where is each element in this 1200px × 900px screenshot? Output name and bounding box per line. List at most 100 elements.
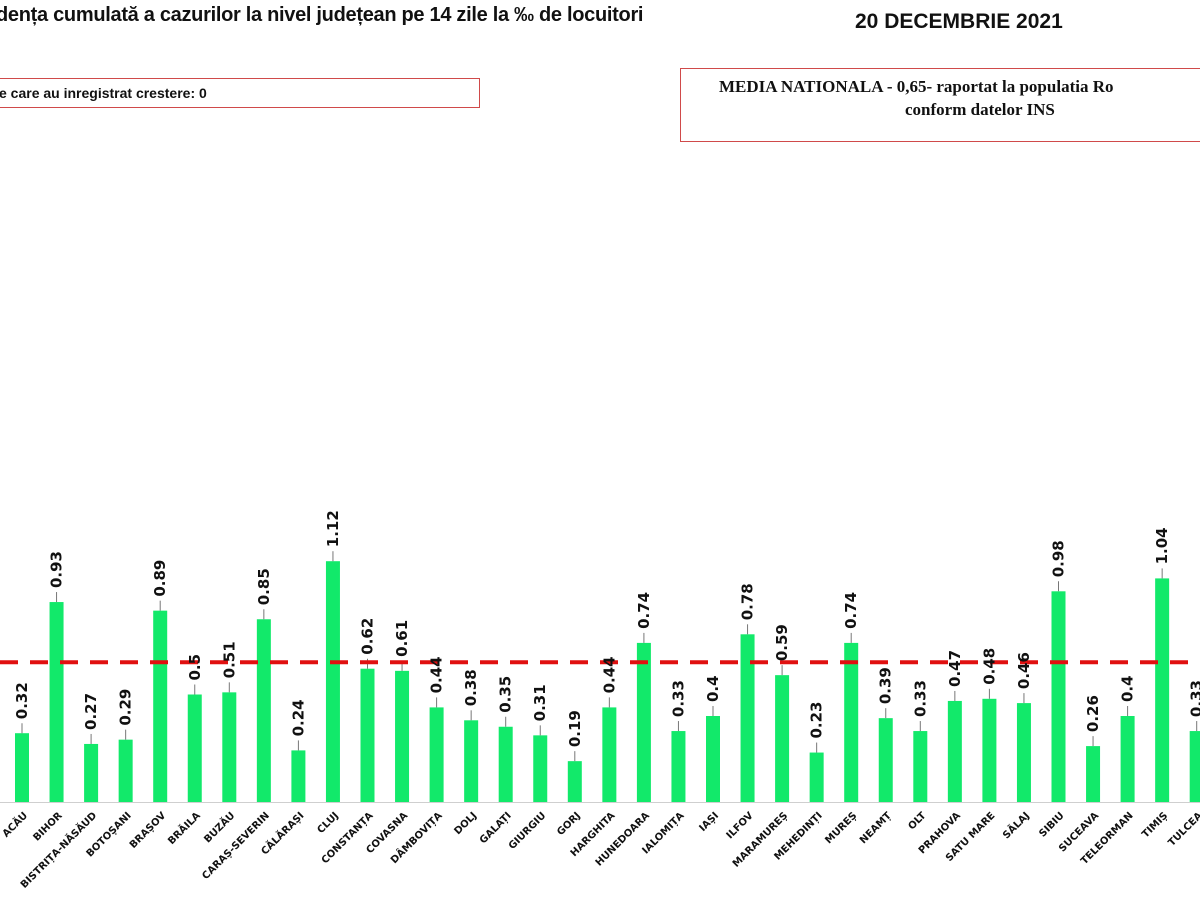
bar-bistrița-năsăud — [84, 743, 99, 802]
value-label: 0.33 — [911, 680, 929, 717]
category-labels-group: ACĂU BIHORBISTRIȚA-NĂSĂUDBOTOȘANIBRAȘOVBR… — [0, 809, 1200, 891]
value-label: 0.44 — [600, 656, 618, 693]
bar-buzău — [222, 692, 237, 802]
category-label: BIHOR — [31, 810, 64, 843]
value-labels-group: 0.32 0.93 0.27 0.29 0.89 0.5 0.51 0.85 0.24 1.12 0… — [13, 510, 1200, 747]
bar-caraș-severin — [256, 619, 271, 802]
bar-galați — [498, 726, 513, 802]
bar-botoșani — [118, 739, 133, 802]
bar-giurgiu — [533, 735, 548, 802]
bar-iași — [706, 716, 720, 802]
leader-lines-group — [21, 551, 1198, 762]
value-label: 0.48 — [980, 648, 998, 685]
value-label: 0.47 — [946, 650, 964, 687]
value-label: 0.78 — [739, 583, 757, 620]
category-label: CARAȘ-SEVERIN — [200, 810, 272, 882]
national-average-line2: conform datelor INS — [905, 100, 1055, 119]
value-label: 0.98 — [1050, 540, 1068, 577]
bar-tulcea — [1189, 731, 1200, 802]
bar-suceava — [1086, 746, 1101, 802]
bar-neamț — [878, 718, 893, 802]
category-label: TULCEA — [1166, 810, 1200, 849]
bar-gorj — [567, 761, 582, 802]
bar-bihor — [49, 602, 64, 802]
category-label: BUZĂU — [201, 809, 237, 845]
bar-constanța — [360, 668, 375, 802]
category-label: BRAȘOV — [128, 810, 169, 851]
value-label: 0.35 — [497, 676, 515, 713]
value-label: 0.93 — [48, 551, 66, 588]
bar-dâmbovița — [429, 707, 444, 802]
category-label: BRĂILA — [165, 809, 203, 847]
chart-title: dența cumulată a cazurilor la nivel jude… — [0, 4, 644, 26]
bar-olt — [913, 731, 928, 802]
value-label: 0.31 — [531, 684, 549, 721]
category-label: DOLJ — [452, 810, 479, 837]
value-label: 0.26 — [1084, 695, 1102, 732]
value-label: 0.89 — [151, 560, 169, 597]
category-label: IAȘI — [698, 810, 722, 834]
value-label: 0.74 — [842, 592, 860, 629]
bar-ialomița — [671, 731, 686, 802]
bar-cluj — [325, 561, 340, 802]
bar-ilfov — [740, 634, 755, 802]
bar-dolj — [464, 720, 479, 802]
value-label: 0.33 — [1188, 680, 1200, 717]
bar-teleorman — [1120, 716, 1135, 802]
bar-hunedoara — [636, 642, 651, 802]
bar-călărași — [291, 750, 306, 802]
bar-maramureș — [775, 675, 790, 802]
category-label: NEAMȚ — [858, 810, 894, 846]
value-label: 0.4 — [704, 675, 722, 702]
value-label: 0.23 — [808, 702, 826, 739]
value-label: 0.59 — [773, 624, 791, 661]
value-label: 0.51 — [220, 641, 238, 678]
value-label: 0.61 — [393, 620, 411, 657]
category-label: SIBIU — [1037, 810, 1066, 839]
bar-bacău — [15, 733, 29, 802]
report-date: 20 DECEMBRIE 2021 — [855, 10, 1063, 33]
category-label: MUREȘ — [823, 810, 859, 846]
bar-sibiu — [1051, 591, 1066, 802]
category-label: CLUJ — [315, 810, 341, 836]
value-label: 1.04 — [1153, 527, 1171, 564]
value-label: 0.39 — [877, 667, 895, 704]
category-label: ACĂU — [0, 809, 30, 840]
value-label: 0.74 — [635, 592, 653, 629]
bars-group — [15, 561, 1200, 802]
value-label: 0.33 — [669, 680, 687, 717]
value-label: 0.44 — [428, 656, 446, 693]
category-label: OLT — [906, 810, 928, 832]
national-average-box: MEDIA NATIONALA - 0,65- raportat la popu… — [680, 68, 1200, 142]
value-label: 0.4 — [1119, 675, 1137, 702]
value-label: 0.85 — [255, 568, 273, 605]
bar-harghita — [602, 707, 617, 802]
value-label: 0.46 — [1015, 652, 1033, 689]
bar-covasna — [395, 670, 410, 802]
bar-prahova — [947, 700, 962, 802]
bar-satu mare — [982, 698, 997, 802]
value-label: 0.62 — [359, 618, 377, 655]
category-label: SĂLAJ — [1000, 809, 1032, 841]
value-label: 0.19 — [566, 710, 584, 747]
category-label: GORJ — [555, 810, 583, 838]
value-label: 0.27 — [82, 693, 100, 730]
category-label: GIURGIU — [507, 810, 549, 852]
bar-mehedinți — [809, 752, 824, 802]
value-label: 1.12 — [324, 510, 342, 547]
bar-mureș — [844, 642, 859, 802]
value-label: 0.29 — [117, 689, 135, 726]
bar-brăila — [187, 694, 202, 802]
category-label: TIMIȘ — [1140, 810, 1170, 840]
value-label: 0.5 — [186, 654, 204, 681]
value-label: 0.32 — [13, 682, 31, 719]
bar-sălaj — [1016, 703, 1031, 802]
growth-info-text: e care au inregistrat crestere: 0 — [0, 85, 207, 101]
national-average-line1: MEDIA NATIONALA - 0,65- raportat la popu… — [719, 77, 1114, 96]
category-label: GALAȚI — [478, 810, 514, 846]
value-label: 0.24 — [289, 699, 307, 736]
category-label: ILFOV — [725, 810, 756, 841]
growth-info-box: e care au inregistrat crestere: 0 — [0, 78, 480, 108]
bar-timiș — [1155, 578, 1170, 802]
